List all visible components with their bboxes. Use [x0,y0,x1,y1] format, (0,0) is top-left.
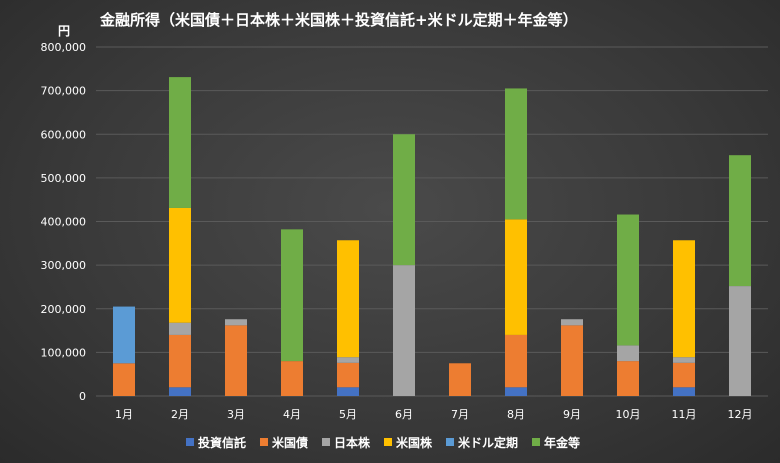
x-tick-label: 5月 [339,408,357,421]
bar-segment [673,357,695,363]
bar-segment [729,155,751,287]
bar-segment [169,207,191,323]
y-tick-label: 200,000 [41,303,87,316]
bar-segment [673,240,695,358]
bar-segment [281,229,303,362]
bar-segment [225,319,247,326]
y-axis-unit: 円 [58,24,70,38]
x-tick-label: 1月 [115,408,133,421]
y-tick-label: 600,000 [41,128,87,141]
bar-segment [505,387,527,396]
bar-segment [169,322,191,335]
chart-title: 金融所得（米国債＋日本株＋米国株＋投資信託+米ドル定期＋年金等） [99,11,578,29]
bar-segment [449,363,471,396]
bar-segment [393,265,415,396]
legend-swatch [322,438,330,446]
legend-swatch [532,438,540,446]
bar-segment [113,306,135,364]
legend-label: 米ドル定期 [458,435,518,450]
x-tick-label: 2月 [171,408,189,421]
y-tick-label: 500,000 [41,172,87,185]
y-tick-label: 700,000 [41,85,87,98]
y-tick-label: 100,000 [41,346,87,359]
gridlines [96,46,768,397]
y-tick-label: 300,000 [41,259,87,272]
bar-segment [561,319,583,326]
bar-segment [113,363,135,396]
bar-segment [281,361,303,396]
y-tick-label: 0 [79,390,86,403]
bar-segment [617,361,639,396]
bar-segment [337,387,359,396]
y-tick-label: 800,000 [41,41,87,54]
bar-segment [169,77,191,208]
legend-label: 年金等 [544,435,580,450]
bar-segment [169,334,191,388]
x-tick-label: 4月 [283,408,301,421]
legend-swatch [384,438,392,446]
legend-label: 米国債 [272,435,308,450]
bar-segment [505,219,527,335]
bar-segment [169,387,191,396]
y-tick-label: 400,000 [41,216,87,229]
bar-segment [393,134,415,266]
legend-swatch [446,438,454,446]
legend-label: 日本株 [334,435,371,450]
legend-swatch [186,438,194,446]
bar-segment [505,88,527,220]
bar-segment [225,325,247,396]
x-tick-label: 9月 [563,408,581,421]
bar-segment [561,325,583,396]
x-axis-ticks: 1月 2月 3月 4月 5月 6月 7月 8月 9月 10月 11月 12月 [115,408,753,421]
x-tick-label: 12月 [728,408,753,421]
bar-segment [337,240,359,358]
x-tick-label: 11月 [672,408,697,421]
y-axis-ticks: 0 100,000 200,000 300,000 400,000 500,000 600,… [41,41,87,403]
bar-segment [729,286,751,396]
bars [113,77,751,396]
x-tick-label: 3月 [227,408,245,421]
bar-segment [617,214,639,346]
legend-label: 米国株 [396,435,433,450]
legend: 投資信託 米国債 日本株 米国株 米ドル定期 年金等 [186,435,580,450]
x-tick-label: 10月 [616,408,641,421]
legend-label: 投資信託 [198,435,246,450]
x-tick-label: 6月 [395,408,413,421]
bar-segment [617,345,639,362]
x-tick-label: 8月 [507,408,525,421]
bar-segment [673,362,695,388]
legend-swatch [260,438,268,446]
x-tick-label: 7月 [451,408,469,421]
bar-segment [337,362,359,388]
bar-segment [337,357,359,363]
bar-segment [505,334,527,388]
bar-segment [673,387,695,396]
